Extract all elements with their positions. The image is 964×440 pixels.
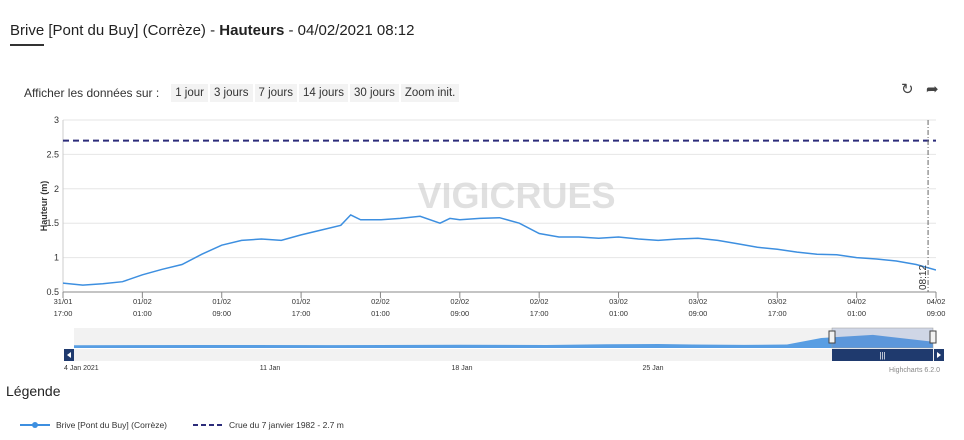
x-tick-time: 01:00: [133, 309, 152, 318]
x-tick-time: 17:00: [292, 309, 311, 318]
navigator-date-label: 18 Jan: [451, 365, 472, 372]
scrollbar-thumb: [832, 349, 933, 361]
navigator-series-area: [74, 334, 933, 348]
y-axis-title: Hauteur (m): [39, 181, 49, 232]
x-tick-time: 01:00: [847, 309, 866, 318]
x-tick-date: 01/02: [212, 297, 231, 306]
x-tick-date: 31/01: [54, 297, 73, 306]
y-tick-label: 1: [54, 253, 59, 263]
x-tick-time: 01:00: [371, 309, 390, 318]
legend-label-crue-1982: Crue du 7 janvier 1982 - 2.7 m: [229, 420, 344, 430]
x-tick-time: 09:00: [927, 309, 946, 318]
scrollbar-grip-icon: |||: [879, 351, 885, 360]
legend-line-dashed-icon: [193, 424, 224, 426]
navigator-handle-right: [929, 330, 937, 344]
navigator-background: [74, 328, 933, 348]
title-underline: [10, 44, 44, 46]
vigicrues-watermark: VIGICRUES: [417, 175, 615, 216]
share-arrow-icon[interactable]: ➦: [926, 81, 939, 98]
y-tick-label: 2.5: [46, 149, 59, 159]
navigator-handle-left: [828, 330, 836, 344]
title-timestamp: 04/02/2021 08:12: [297, 22, 415, 39]
y-tick-label: 1.5: [46, 218, 59, 228]
legend-title: Légende: [6, 383, 61, 399]
navigator-date-label: 25 Jan: [642, 365, 663, 372]
x-tick-date: 02/02: [371, 297, 390, 306]
current-time-label: 08:12: [918, 265, 929, 290]
legend-item-crue-1982[interactable]: Crue du 7 janvier 1982 - 2.7 m: [193, 420, 344, 430]
scrollbar-right-arrow-icon: [937, 352, 941, 358]
highcharts-credit: Highcharts 6.2.0: [889, 367, 940, 374]
brive-series-line: [63, 213, 936, 286]
metric-name: Hauteurs: [219, 22, 285, 39]
title-separator: -: [205, 22, 220, 39]
legend-line-solid-icon: [20, 422, 50, 428]
x-tick-date: 03/02: [609, 297, 628, 306]
range-selector: Afficher les données sur : 1 jour 3 jour…: [24, 83, 461, 103]
range-button-zoom-init[interactable]: Zoom init.: [400, 84, 460, 102]
x-tick-time: 09:00: [212, 309, 231, 318]
x-tick-date: 01/02: [133, 297, 152, 306]
scrollbar-left-arrow-icon: [67, 352, 71, 358]
y-tick-label: 2: [54, 184, 59, 194]
x-tick-time: 17:00: [530, 309, 549, 318]
range-button-14-jours[interactable]: 14 jours: [299, 84, 348, 102]
navigator-date-label: 11 Jan: [260, 365, 281, 372]
range-button-7-jours[interactable]: 7 jours: [254, 84, 298, 102]
x-tick-date: 03/02: [768, 297, 787, 306]
x-tick-time: 17:00: [54, 309, 73, 318]
x-tick-date: 02/02: [450, 297, 469, 306]
x-tick-time: 09:00: [689, 309, 708, 318]
range-selector-label: Afficher les données sur :: [24, 86, 160, 100]
scrollbar-track: [64, 349, 944, 361]
x-tick-time: 09:00: [450, 309, 469, 318]
navigator-date-label: 4 Jan 2021: [64, 365, 99, 372]
range-button-30-jours[interactable]: 30 jours: [349, 84, 399, 102]
title-separator-2: -: [284, 22, 298, 39]
x-tick-time: 01:00: [609, 309, 628, 318]
y-tick-label: 3: [54, 115, 59, 125]
refresh-icon[interactable]: ↻: [901, 81, 914, 98]
page-title: Brive [Pont du Buy] (Corrèze) - Hauteurs…: [10, 22, 414, 39]
y-tick-label: 0.5: [46, 287, 59, 297]
navigator-selection: [831, 327, 934, 349]
x-tick-date: 01/02: [292, 297, 311, 306]
range-button-1-jour[interactable]: 1 jour: [171, 84, 208, 102]
station-name: Brive [Pont du Buy] (Corrèze): [10, 22, 206, 39]
x-tick-date: 02/02: [530, 297, 549, 306]
hauteur-chart: 0.5 1 1.5 2 2.5 3 Hauteur (m) VIGICRUES 31/01 17:…: [39, 115, 946, 374]
x-tick-date: 04/02: [847, 297, 866, 306]
legend: Brive [Pont du Buy] (Corrèze) Crue du 7 …: [20, 420, 370, 430]
range-button-3-jours[interactable]: 3 jours: [209, 84, 253, 102]
legend-item-brive[interactable]: Brive [Pont du Buy] (Corrèze): [20, 420, 167, 430]
x-tick-time: 17:00: [768, 309, 787, 318]
x-tick-date: 04/02: [927, 297, 946, 306]
x-tick-date: 03/02: [689, 297, 708, 306]
legend-label-brive: Brive [Pont du Buy] (Corrèze): [56, 420, 168, 430]
